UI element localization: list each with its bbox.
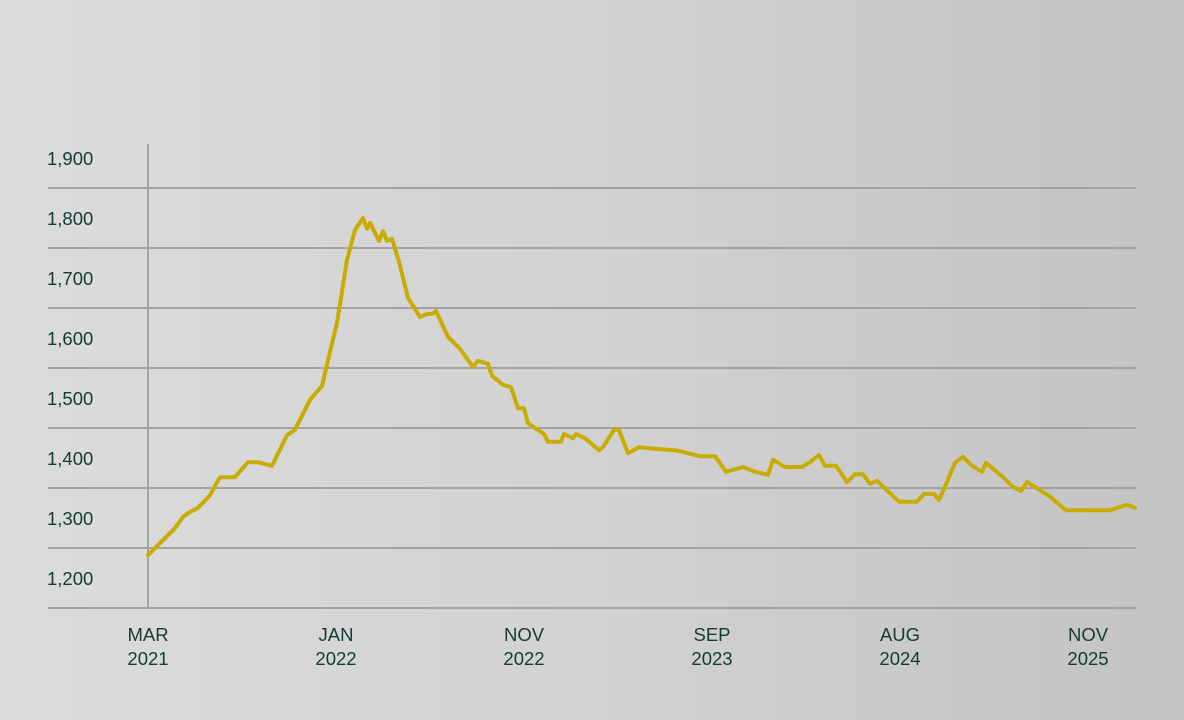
x-tick-month: SEP [693, 624, 730, 645]
x-tick-year: 2024 [879, 648, 920, 669]
x-tick-month: AUG [880, 624, 920, 645]
x-tick-month: NOV [1068, 624, 1109, 645]
x-tick-year: 2021 [127, 648, 168, 669]
x-axis-labels: MAR 2021 JAN 2022 NOV 2022 SEP 2023 AUG 2024 NOV 20… [127, 624, 1108, 669]
x-tick-year: 2023 [691, 648, 732, 669]
y-tick-label: 1,800 [47, 208, 93, 229]
grid-lines [48, 187, 1136, 609]
y-tick-label: 1,300 [47, 508, 93, 529]
y-tick-label: 1,600 [47, 328, 93, 349]
data-line [146, 216, 1137, 558]
y-tick-label: 1,500 [47, 388, 93, 409]
x-tick-year: 2022 [315, 648, 356, 669]
y-tick-label: 1,400 [47, 448, 93, 469]
y-tick-label: 1,900 [47, 148, 93, 169]
x-tick-year: 2022 [503, 648, 544, 669]
x-tick-month: MAR [127, 624, 168, 645]
y-tick-label: 1,700 [47, 268, 93, 289]
y-tick-label: 1,200 [47, 568, 93, 589]
x-tick-month: NOV [504, 624, 545, 645]
y-axis-labels: 1,900 1,800 1,700 1,600 1,500 1,400 1,300 1,200 [47, 148, 93, 589]
x-tick-month: JAN [319, 624, 354, 645]
x-tick-year: 2025 [1067, 648, 1108, 669]
